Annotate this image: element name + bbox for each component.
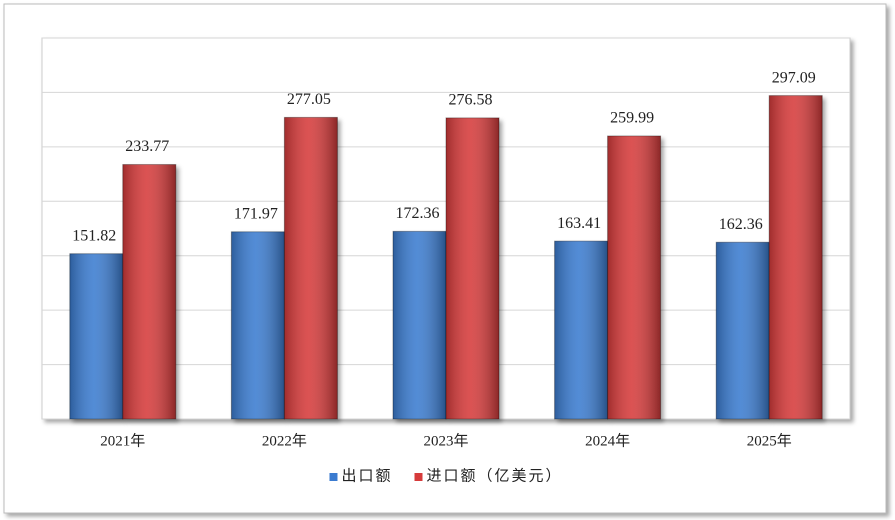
x-tick-label: 2021年 (100, 432, 145, 449)
bar-shade (446, 117, 499, 419)
bar-shade (554, 241, 608, 419)
bar-shade (69, 253, 123, 419)
bar-shade (607, 135, 661, 420)
value-label: 259.99 (610, 110, 654, 127)
legend-label: 出口额 (341, 467, 392, 484)
legend-swatch (329, 473, 338, 481)
value-label: 172.36 (396, 205, 440, 222)
bar-shade (716, 242, 770, 419)
value-label: 297.09 (772, 69, 816, 86)
bar-shade (284, 117, 338, 419)
legend: 出口额 进口额（亿美元） (329, 467, 563, 484)
value-label: 171.97 (234, 205, 278, 222)
x-tick-label: 2022年 (262, 432, 307, 449)
x-tick-label: 2024年 (585, 432, 630, 449)
legend-label: 进口额（亿美元） (427, 467, 563, 484)
value-label: 151.82 (72, 227, 116, 244)
bar-shade (769, 95, 823, 419)
bar-shade (122, 164, 176, 419)
value-label: 233.77 (125, 138, 169, 155)
bar-shade (231, 231, 285, 419)
value-label: 276.58 (449, 92, 493, 109)
value-label: 277.05 (287, 91, 331, 108)
value-label: 163.41 (557, 215, 601, 232)
value-label: 162.36 (719, 216, 763, 233)
x-tick-label: 2025年 (747, 432, 792, 449)
x-tick-label: 2023年 (423, 432, 468, 449)
bar-shade (393, 231, 446, 419)
legend-swatch (414, 473, 423, 481)
